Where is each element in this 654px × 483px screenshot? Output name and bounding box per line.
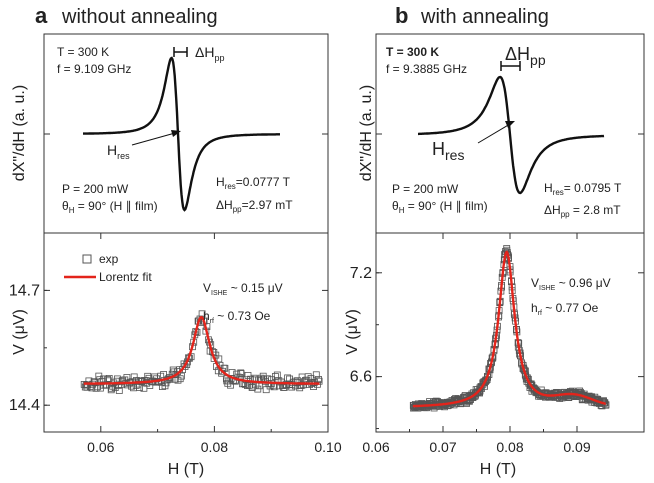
- panel-a-bottom-ylabel: V (μV): [11, 309, 28, 355]
- panel-b-dhpp-bracket: [500, 61, 521, 71]
- exp-point: [221, 364, 229, 372]
- exp-point: [602, 401, 610, 409]
- panel-b-letter: b: [395, 3, 408, 28]
- exp-point: [262, 386, 270, 394]
- panel-a-dhpp-bracket: [173, 47, 188, 57]
- panel-a-hres-value: Hres=0.0777 T: [216, 175, 291, 191]
- x-tick-label: 0.06: [87, 439, 114, 455]
- panel-b-hres-arrow: [477, 123, 511, 144]
- legend-exp-marker: [82, 254, 92, 264]
- x-tick-label: 0.08: [496, 439, 523, 455]
- exp-point: [107, 386, 115, 394]
- panel-b-hres-value: Hres= 0.0795 T: [544, 181, 622, 197]
- exp-point: [273, 371, 281, 379]
- exp-point: [225, 377, 233, 385]
- panel-a-hres-arrowhead: [171, 130, 181, 137]
- exp-point: [92, 384, 100, 392]
- panel-b-dhpp-label: ΔHpp: [505, 44, 546, 68]
- x-tick-label: 0.08: [201, 439, 228, 455]
- panel-b-freq: f = 9.3885 GHz: [386, 62, 467, 76]
- panel-b-dhpp-value: ΔHpp = 2.8 mT: [544, 203, 621, 219]
- y-tick-label: 7.2: [350, 265, 372, 282]
- panel-b-bottom-ticks: 0.06 0.07 0.08 0.09 6.6 7.2: [350, 233, 644, 455]
- panel-b-title: with annealing: [420, 6, 549, 28]
- exp-point: [248, 383, 256, 391]
- legend-exp-label: exp: [99, 252, 119, 266]
- exp-point: [177, 372, 185, 380]
- panel-a-theta: θH = 90° (H ∥ film): [62, 199, 158, 215]
- y-tick-label: 6.6: [350, 369, 372, 386]
- panel-b: b with annealing dX"/dH (a. u.) T = 300 …: [344, 3, 645, 478]
- exp-point: [130, 373, 138, 381]
- y-tick-label: 14.7: [9, 282, 40, 299]
- exp-point: [312, 371, 320, 379]
- exp-point: [307, 375, 315, 382]
- panel-b-power: P = 200 mW: [392, 182, 459, 196]
- y-tick-label: 14.4: [9, 397, 40, 414]
- panel-a-title: without annealing: [61, 6, 218, 28]
- panel-a: a without annealing dX"/dH (a. u.) T = 3…: [9, 3, 342, 478]
- panel-a-exp-points: [80, 310, 323, 394]
- exp-point: [237, 369, 245, 377]
- panel-a-lorentz-fit: [83, 315, 320, 385]
- exp-point: [105, 374, 113, 382]
- panel-a-vishe: VISHE ~ 0.15 μV: [203, 281, 283, 297]
- exp-point: [315, 375, 322, 383]
- panel-a-dhpp-label: ΔHpp: [195, 44, 224, 63]
- exp-point: [228, 369, 236, 376]
- x-tick-label: 0.09: [563, 439, 590, 455]
- panel-a-esr-curve: [83, 56, 280, 212]
- panel-b-top-ylabel: dX"/dH (a. u.): [358, 85, 375, 181]
- panel-b-bottom-ylabel: V (μV): [344, 309, 361, 355]
- panel-a-power: P = 200 mW: [62, 182, 129, 196]
- exp-point: [108, 384, 115, 392]
- panel-a-letter: a: [35, 3, 48, 28]
- panel-b-hres-arrowhead: [505, 121, 515, 128]
- x-tick-label: 0.06: [362, 439, 389, 455]
- x-tick-label: 0.07: [429, 439, 456, 455]
- panel-a-legend: exp Lorentz fit: [64, 252, 152, 284]
- legend-fit-label: Lorentz fit: [99, 270, 152, 284]
- panel-a-bottom-ticks: 0.06 0.08 0.10 14.4 14.7: [9, 232, 342, 455]
- panel-b-lorentz-fit: [412, 250, 606, 408]
- exp-point: [244, 371, 252, 379]
- panel-a-temp: T = 300 K: [57, 45, 109, 59]
- panel-a-hres-label: Hres: [107, 142, 130, 161]
- exp-point: [215, 355, 223, 363]
- panel-b-theta: θH = 90° (H ∥ film): [392, 199, 488, 215]
- panel-b-vishe: VISHE ~ 0.96 μV: [531, 276, 611, 292]
- panel-b-temp: T = 300 K: [386, 45, 439, 59]
- panel-b-esr-curve: [418, 75, 605, 195]
- panel-b-xlabel: H (T): [480, 461, 516, 478]
- x-tick-label: 0.10: [314, 439, 341, 455]
- panel-a-xlabel: H (T): [168, 461, 204, 478]
- panel-a-dhpp-value: ΔHpp=2.97 mT: [216, 198, 293, 214]
- panel-a-top-ylabel: dX"/dH (a. u.): [11, 85, 28, 181]
- panel-b-top-ticks: [376, 33, 644, 234]
- exp-point: [237, 370, 245, 378]
- panel-b-hres-label: Hres: [432, 139, 464, 163]
- exp-point: [144, 372, 152, 380]
- panel-b-hrf: hrf ~ 0.77 Oe: [531, 301, 599, 317]
- panel-a-hrf: hrf ~ 0.73 Oe: [203, 309, 271, 325]
- panel-a-freq: f = 9.109 GHz: [57, 62, 131, 76]
- panel-a-hres-arrow: [131, 132, 176, 146]
